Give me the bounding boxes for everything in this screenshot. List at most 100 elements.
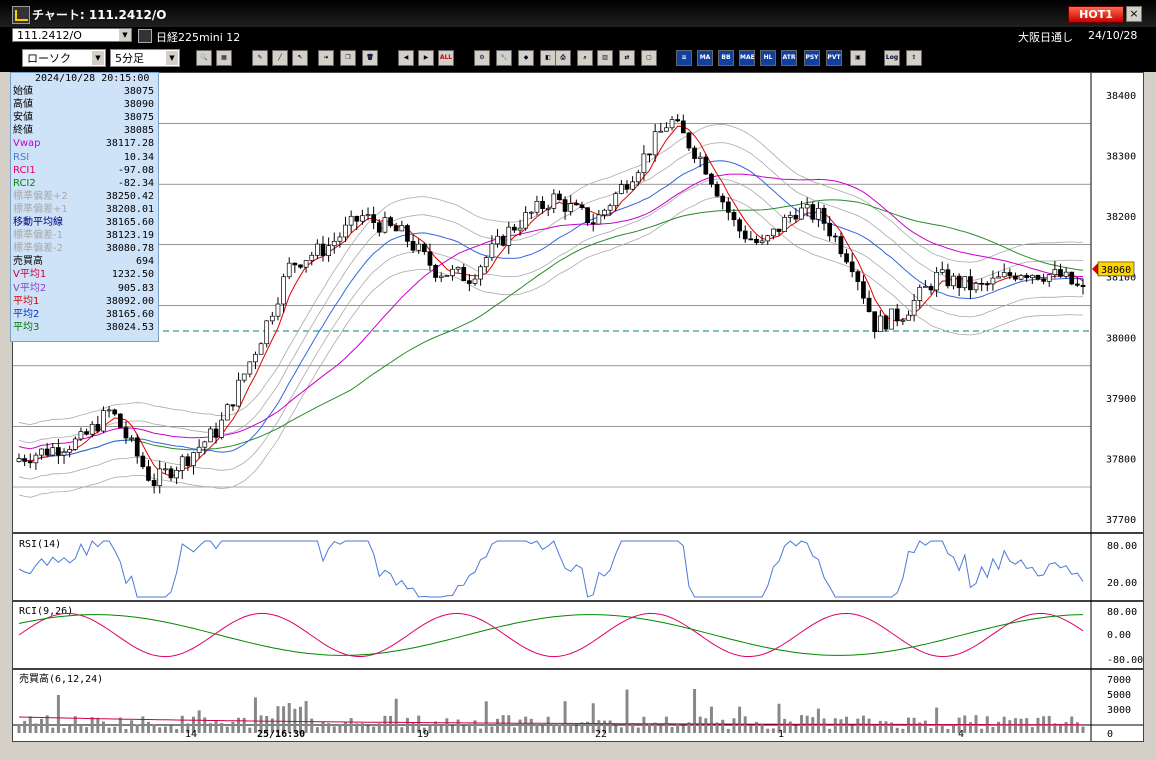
bar-chart-icon[interactable]: ▥ bbox=[597, 50, 613, 66]
volume-bar bbox=[90, 717, 94, 733]
bb-button[interactable]: BB bbox=[718, 50, 734, 66]
candle-body bbox=[286, 262, 292, 278]
x-axis-label: 1 bbox=[778, 729, 784, 740]
disabled-tool-icon[interactable]: ▢ bbox=[641, 50, 657, 66]
info-row: 標準偏差-1 38123.19 bbox=[13, 230, 156, 242]
info-row-value: 38165.60 bbox=[105, 308, 154, 320]
rsi-label: RSI(14) bbox=[19, 539, 61, 550]
volume-bar bbox=[130, 720, 134, 733]
trash-icon[interactable]: 🗑 bbox=[362, 50, 378, 66]
candle-body bbox=[551, 193, 557, 209]
pen-icon[interactable]: ✎ bbox=[252, 50, 268, 66]
info-row: RCI2 -82.34 bbox=[13, 178, 156, 190]
volume-bar bbox=[833, 718, 837, 733]
export-icon[interactable]: ⇪ bbox=[906, 50, 922, 66]
settings-icon[interactable]: ⚙ bbox=[474, 50, 490, 66]
candle-body bbox=[393, 225, 399, 232]
candle-body bbox=[624, 184, 630, 190]
volume-bar bbox=[839, 719, 843, 733]
indicator-list-icon[interactable]: ≡ bbox=[676, 50, 692, 66]
volume-bar bbox=[743, 716, 747, 733]
candle-body bbox=[782, 217, 787, 232]
volume-bar bbox=[450, 725, 454, 733]
candle-body bbox=[573, 203, 579, 206]
volume-bar bbox=[850, 725, 854, 733]
candle-body bbox=[635, 172, 641, 183]
volume-bar bbox=[428, 724, 432, 733]
volume-bar bbox=[56, 695, 60, 733]
mae-button[interactable]: MAE bbox=[739, 50, 755, 66]
rsi-panel: RSI(14) 80.00 20.00 bbox=[18, 539, 1137, 598]
volume-bar bbox=[1081, 726, 1085, 733]
chart-type-select[interactable]: ローソク ▼ bbox=[22, 49, 106, 67]
info-row-label: V平均2 bbox=[13, 282, 47, 294]
scroll-left-icon[interactable]: ◀ bbox=[398, 50, 414, 66]
grid-icon[interactable]: ▦ bbox=[216, 50, 232, 66]
symbol-input[interactable]: 111.2412/O ▼ bbox=[12, 28, 132, 42]
candle-body bbox=[95, 423, 101, 432]
volume-label: 売買高(6,12,24) bbox=[19, 672, 103, 685]
candle-body bbox=[1046, 274, 1052, 282]
compare-icon[interactable]: ⇄ bbox=[619, 50, 635, 66]
hl-button[interactable]: HL bbox=[760, 50, 776, 66]
chevron-down-icon[interactable]: ▼ bbox=[166, 51, 178, 65]
all-range-button[interactable]: ALL bbox=[438, 50, 454, 66]
volume-bar bbox=[574, 725, 578, 733]
rci-tick-label: 80.00 bbox=[1107, 607, 1137, 618]
atr-button[interactable]: ATR bbox=[781, 50, 797, 66]
chart-canvas[interactable]: RSI(14) 80.00 20.00 RCI(9,26) 80.00 0.00 -80.… bbox=[13, 73, 1143, 741]
scroll-right-icon[interactable]: ▶ bbox=[418, 50, 434, 66]
candle-body bbox=[894, 308, 900, 322]
volume-bar bbox=[653, 722, 657, 733]
candle-body bbox=[320, 243, 326, 256]
chart-area[interactable]: RSI(14) 80.00 20.00 RCI(9,26) 80.00 0.00 -80.… bbox=[12, 72, 1144, 742]
search-chart-icon[interactable]: ⌕ bbox=[577, 50, 593, 66]
candle-body bbox=[861, 281, 866, 299]
info-row-value: 38090 bbox=[123, 99, 154, 111]
info-row-label: 標準偏差+1 bbox=[13, 203, 68, 215]
volume-bar bbox=[366, 725, 370, 733]
interval-select[interactable]: 5分足 ▼ bbox=[110, 49, 180, 67]
line-tool-icon[interactable]: ╱ bbox=[272, 50, 288, 66]
candle-body bbox=[934, 272, 939, 291]
hot-button[interactable]: HOT1 bbox=[1068, 6, 1124, 23]
ma-button[interactable]: MA bbox=[697, 50, 713, 66]
cursor-icon[interactable]: ↖ bbox=[292, 50, 308, 66]
print-icon[interactable]: ⎙ bbox=[555, 50, 571, 66]
candle-body bbox=[889, 308, 894, 330]
candle-body bbox=[117, 413, 123, 428]
arrow-tool-icon[interactable]: ➜ bbox=[318, 50, 334, 66]
y-tick-label: 37700 bbox=[1106, 515, 1136, 526]
volume-bar bbox=[878, 720, 882, 733]
zoom-icon[interactable]: 🔍 bbox=[196, 50, 212, 66]
candle-body bbox=[500, 235, 506, 246]
volume-bar bbox=[501, 715, 505, 733]
volume-bar bbox=[169, 725, 173, 733]
candle-body bbox=[191, 452, 196, 466]
symbol-list-icon[interactable] bbox=[138, 29, 152, 43]
psy-button[interactable]: PSY bbox=[804, 50, 820, 66]
copy-icon[interactable]: ❐ bbox=[340, 50, 356, 66]
chevron-down-icon[interactable]: ▼ bbox=[119, 29, 131, 41]
close-button[interactable]: × bbox=[1126, 6, 1142, 22]
color-icon[interactable]: ◆ bbox=[518, 50, 534, 66]
candle-body bbox=[444, 275, 450, 278]
candle-body bbox=[84, 431, 89, 435]
info-row-value: 1232.50 bbox=[111, 269, 154, 281]
wrench-icon[interactable]: 🔧 bbox=[496, 50, 512, 66]
volume-bar bbox=[867, 718, 871, 733]
candle-body bbox=[168, 468, 174, 479]
candle-body bbox=[348, 215, 354, 226]
volume-bar bbox=[929, 728, 933, 733]
log-button[interactable]: Log bbox=[884, 50, 900, 66]
pvt-button[interactable]: PVT bbox=[826, 50, 842, 66]
candle-body bbox=[140, 455, 146, 468]
palette-icon[interactable]: ◧ bbox=[540, 50, 556, 66]
chevron-down-icon[interactable]: ▼ bbox=[92, 51, 104, 65]
window-icon[interactable]: ▣ bbox=[850, 50, 866, 66]
candle-body bbox=[467, 280, 472, 284]
ma3-line bbox=[18, 199, 1084, 462]
candle-body bbox=[202, 441, 208, 448]
candle-body bbox=[230, 404, 236, 407]
vwap-line bbox=[18, 173, 1084, 450]
